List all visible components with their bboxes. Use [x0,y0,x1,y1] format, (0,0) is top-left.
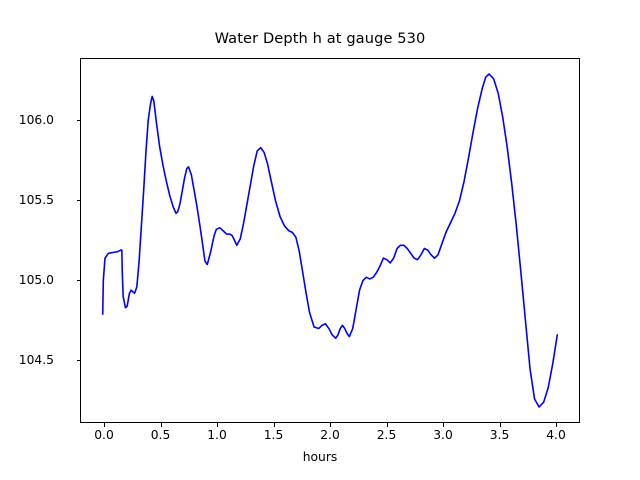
x-tick-label-7: 3.5 [489,428,510,442]
x-tick-mark-0 [104,422,105,427]
y-tick-label-1: 105.0 [18,273,54,287]
y-tick-mark-3 [76,120,81,121]
data-series-line [101,73,559,408]
y-tick-mark-2 [76,200,81,201]
y-tick-mark-1 [76,280,81,281]
x-tick-mark-5 [386,422,388,427]
data-line-chart [101,73,559,408]
x-tick-label-0: 0.0 [94,428,114,442]
x-tick-mark-7 [499,422,501,427]
x-tick-label-1: 0.5 [150,428,171,442]
x-tick-label-2: 1.0 [207,428,227,442]
x-tick-mark-6 [443,422,444,427]
y-tick-label-0: 104.5 [18,353,54,367]
x-tick-label-3: 1.5 [263,428,284,442]
y-tick-label-2: 105.5 [18,193,54,207]
x-tick-mark-4 [330,422,331,427]
x-axis-label: hours [302,450,338,464]
x-tick-mark-3 [273,422,275,427]
x-tick-label-8: 4.0 [546,428,566,442]
page-title: Water Depth h at gauge 530 [214,30,426,47]
plot-area [80,58,580,423]
y-tick-mark-0 [76,360,81,361]
y-tick-label-3: 106.0 [18,113,54,127]
x-tick-mark-8 [556,422,557,427]
x-tick-mark-2 [217,422,218,427]
x-tick-mark-1 [160,422,162,427]
x-tick-label-4: 2.0 [320,428,340,442]
x-tick-label-5: 2.5 [376,428,397,442]
x-tick-label-6: 3.0 [433,428,453,442]
